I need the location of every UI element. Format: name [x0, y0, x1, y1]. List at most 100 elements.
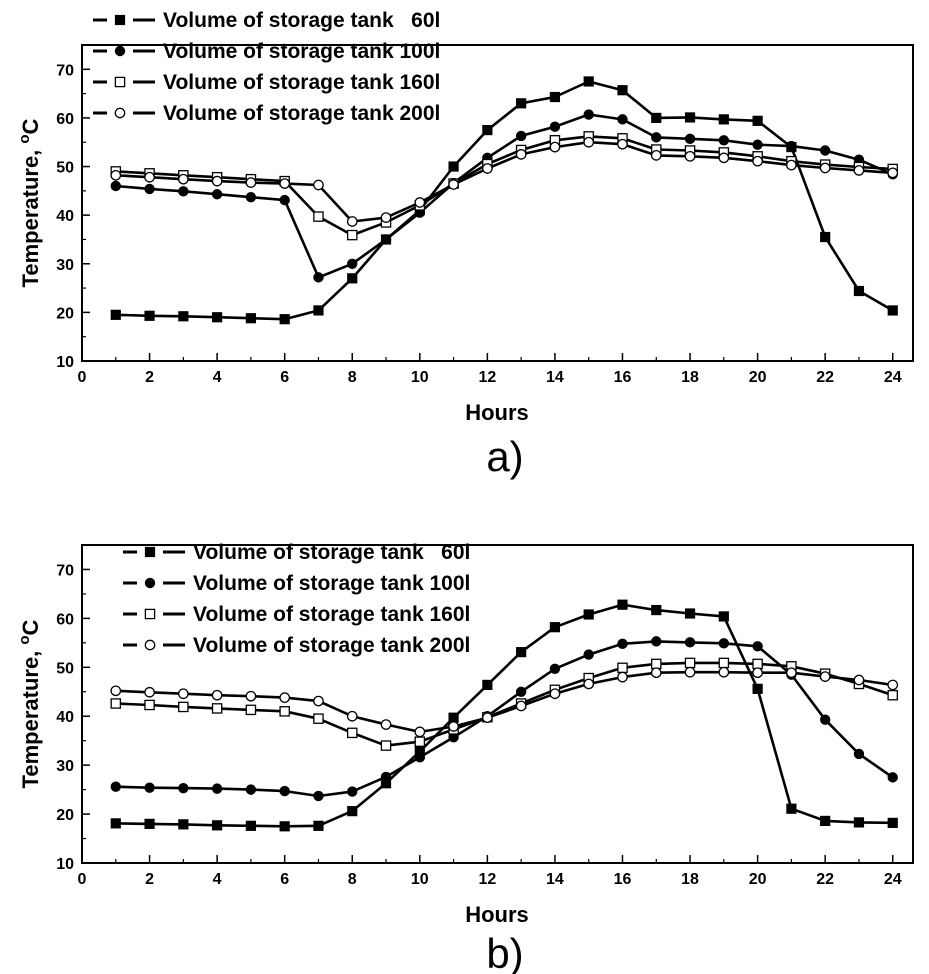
series-line-2 [115, 640, 894, 798]
legend-label: Volume of storage tank 100l [163, 40, 440, 63]
data-point-s4 [211, 175, 223, 187]
legend-label: Volume of storage tank 60l [163, 9, 440, 32]
data-point-s2 [211, 783, 223, 794]
data-point-s1 [279, 314, 290, 325]
data-point-s1 [786, 803, 797, 814]
x-tick-label: 0 [78, 369, 87, 386]
x-tick-label: 12 [478, 871, 496, 888]
data-point-s4 [313, 179, 324, 191]
data-point-s3 [684, 657, 696, 669]
data-point-s2 [617, 114, 628, 125]
x-tick-label: 6 [280, 369, 289, 386]
data-point-s4 [279, 178, 291, 189]
data-point-s2 [853, 748, 865, 760]
legend-label: Volume of storage tank 100l [193, 572, 470, 595]
data-point-s1 [684, 608, 696, 619]
data-point-s2 [752, 139, 763, 150]
data-point-s4 [650, 667, 662, 679]
data-point-s1 [212, 312, 223, 323]
data-point-s3 [144, 699, 155, 711]
data-point-s4 [515, 149, 527, 160]
data-point-s1 [212, 820, 223, 831]
y-tick-label: 60 [56, 611, 74, 628]
y-tick-label: 50 [56, 160, 74, 177]
data-point-s4 [786, 159, 797, 171]
data-point-s2 [583, 649, 594, 660]
y-axis-title: Temperature, oC [16, 619, 43, 788]
data-point-s1 [651, 112, 662, 124]
x-tick-label: 18 [681, 369, 699, 386]
data-point-s1 [887, 305, 898, 316]
data-point-s2 [515, 686, 527, 697]
series-line-2 [115, 113, 894, 279]
data-point-s2 [279, 785, 290, 797]
data-markers [110, 599, 899, 832]
data-point-s4 [110, 169, 122, 181]
x-tick-label: 20 [749, 871, 767, 888]
data-point-s4 [583, 136, 595, 148]
data-point-s2 [380, 234, 392, 245]
data-point-s4 [211, 689, 223, 701]
data-point-s2 [347, 786, 358, 797]
x-tick-label: 8 [348, 871, 357, 888]
data-point-s2 [110, 180, 121, 192]
legend-label: Volume of storage tank 160l [163, 71, 440, 94]
data-point-s4 [887, 167, 899, 179]
y-tick-label: 20 [56, 807, 74, 824]
data-point-s1 [718, 611, 729, 622]
data-point-s1 [516, 98, 527, 109]
data-point-s1 [279, 821, 290, 832]
data-point-s2 [752, 641, 763, 652]
data-point-s2 [414, 752, 426, 763]
series-line-3 [115, 661, 894, 747]
data-point-s4 [110, 685, 122, 697]
legend-marker [114, 45, 126, 57]
series-line-3 [115, 135, 893, 237]
x-tick-label: 16 [614, 871, 632, 888]
y-tick-label: 60 [56, 111, 74, 128]
data-point-s1 [549, 91, 561, 103]
data-point-s4 [414, 197, 426, 208]
data-point-s1 [583, 76, 594, 87]
data-point-s1 [313, 820, 324, 831]
series-line-1 [115, 603, 893, 828]
data-point-s4 [414, 726, 426, 738]
data-point-s4 [144, 171, 155, 183]
plot-frame [81, 544, 914, 864]
panel-label: a) [486, 433, 523, 480]
data-point-s3 [346, 727, 358, 739]
data-point-s2 [347, 258, 358, 269]
data-point-s4 [313, 695, 324, 707]
legend-label: Volume of storage tank 160l [193, 603, 470, 626]
data-point-s1 [853, 817, 865, 828]
data-point-s1 [549, 622, 561, 633]
data-point-s1 [853, 285, 865, 297]
data-point-s3 [887, 689, 898, 701]
data-point-s4 [853, 165, 865, 176]
data-point-s1 [651, 604, 662, 616]
data-point-s1 [752, 115, 763, 126]
data-point-s1 [752, 683, 763, 694]
data-point-s1 [820, 231, 831, 243]
x-tick-label: 2 [145, 369, 154, 386]
data-point-s2 [110, 781, 121, 792]
legend-marker [144, 608, 156, 620]
y-tick-label: 10 [56, 856, 74, 873]
data-point-s3 [313, 713, 324, 724]
data-point-s4 [448, 179, 459, 190]
data-point-s2 [583, 109, 594, 120]
series-line-4 [115, 670, 893, 734]
data-point-s2 [515, 130, 527, 142]
data-point-s2 [887, 772, 898, 783]
x-tick-label: 18 [681, 871, 699, 888]
data-point-s2 [684, 133, 696, 145]
legend: Volume of storage tank 60l Volume of stor… [93, 9, 440, 125]
series-line-1 [115, 80, 894, 321]
axis-ticks [81, 568, 894, 864]
data-point-s3 [110, 698, 122, 709]
series-line-4 [115, 140, 893, 223]
data-point-s1 [245, 820, 257, 831]
